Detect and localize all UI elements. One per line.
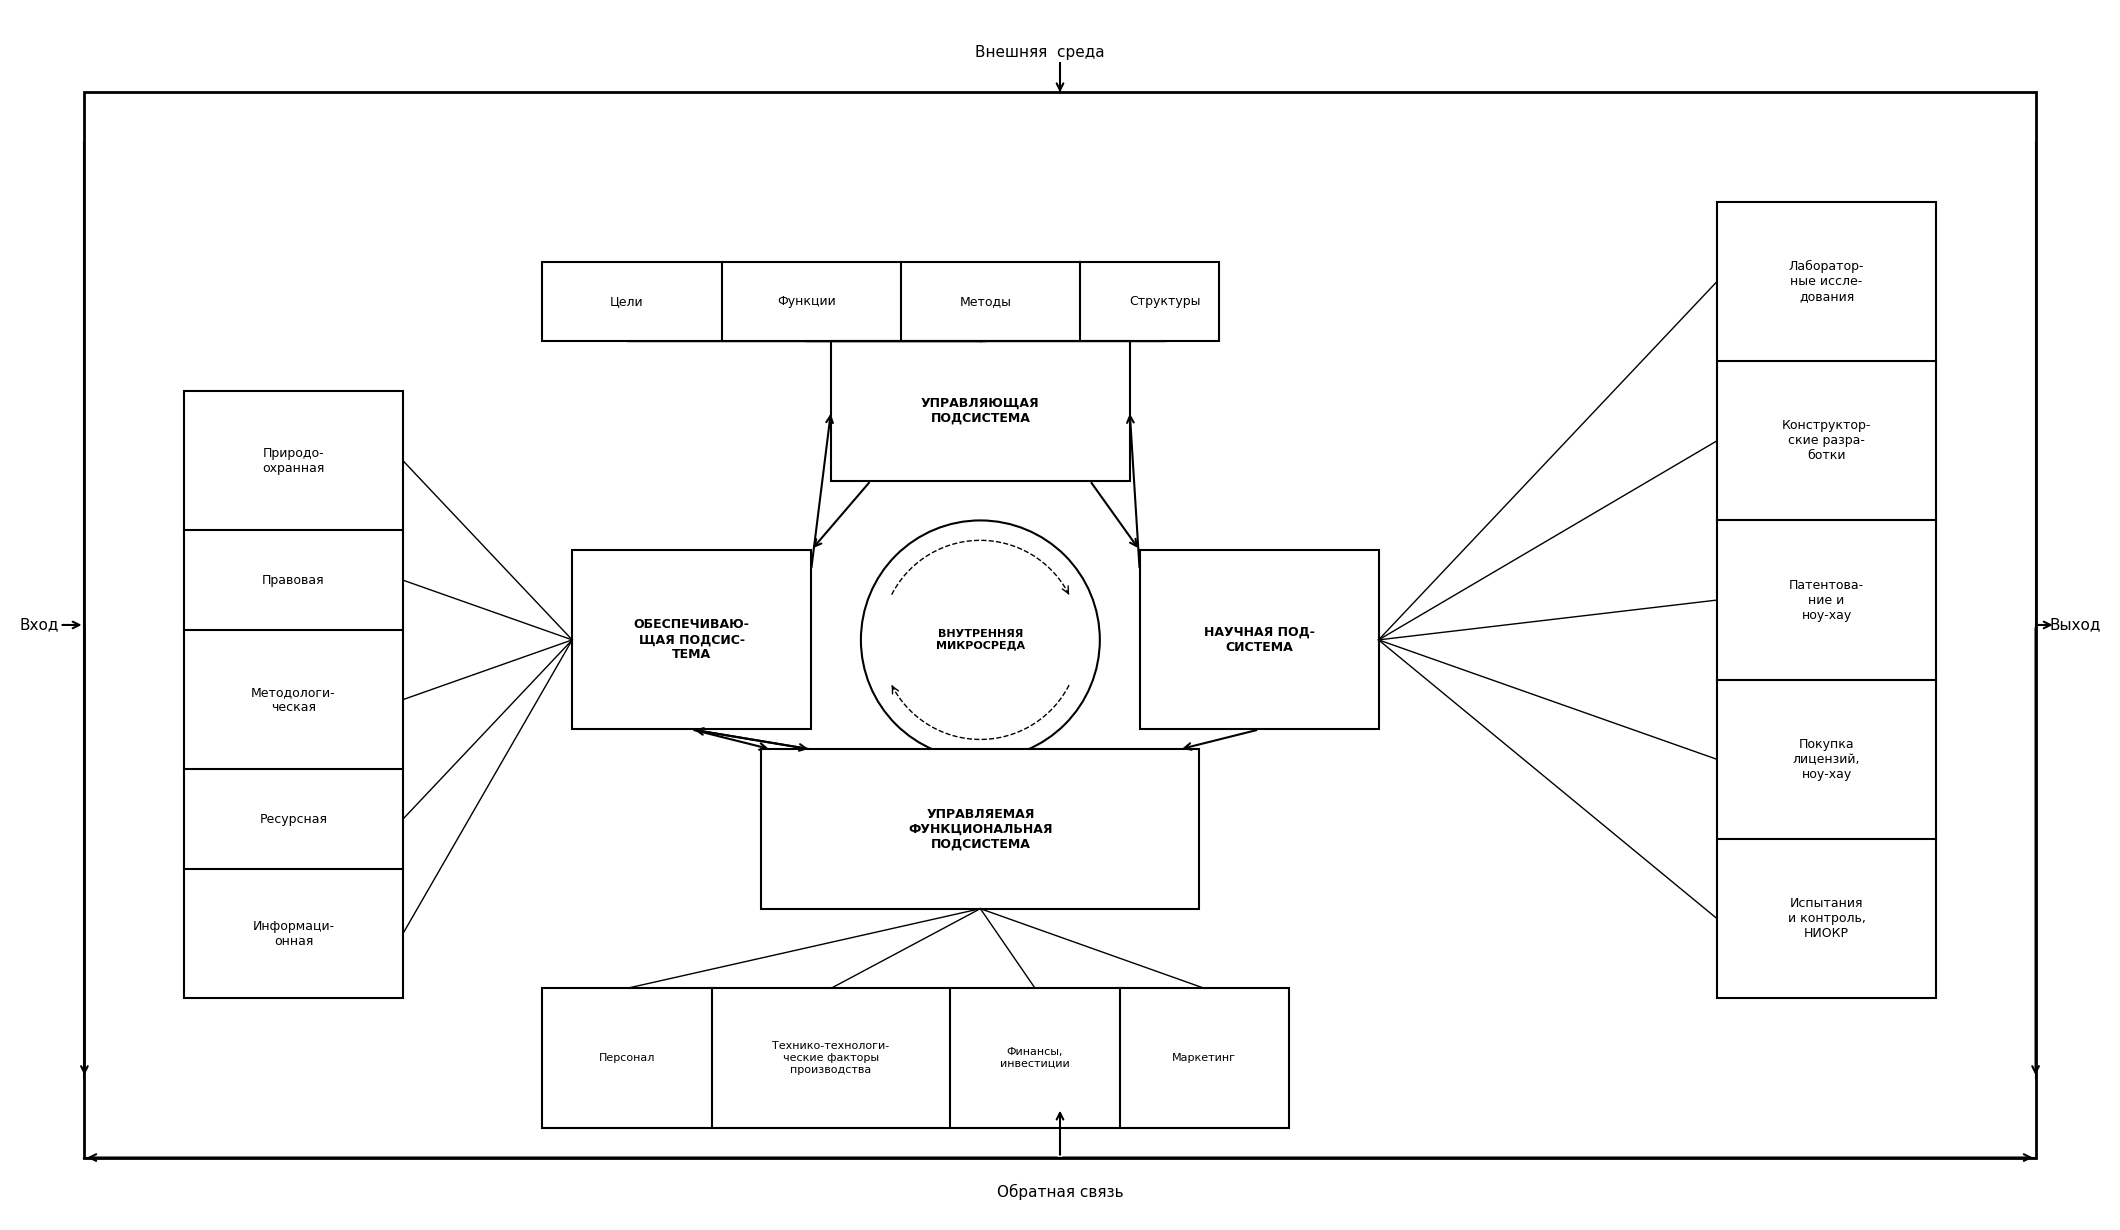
- Bar: [1717, 202, 1936, 999]
- Text: Цели: Цели: [611, 295, 644, 308]
- Text: Правовая: Правовая: [263, 573, 324, 587]
- Bar: [184, 391, 403, 999]
- Bar: [543, 989, 1289, 1128]
- Bar: [572, 550, 812, 729]
- Text: Персонал: Персонал: [598, 1053, 655, 1063]
- Bar: [761, 749, 1200, 909]
- Text: УПРАВЛЯЕМАЯ
ФУНКЦИОНАЛЬНАЯ
ПОДСИСТЕМА: УПРАВЛЯЕМАЯ ФУНКЦИОНАЛЬНАЯ ПОДСИСТЕМА: [907, 808, 1054, 850]
- Text: Выход: Выход: [2050, 617, 2101, 632]
- Text: ОБЕСПЕЧИВАЮ-
ЩАЯ ПОДСИС-
ТЕМА: ОБЕСПЕЧИВАЮ- ЩАЯ ПОДСИС- ТЕМА: [634, 619, 750, 662]
- Text: Природо-
охранная: Природо- охранная: [263, 446, 324, 475]
- Text: Методологи-
ческая: Методологи- ческая: [250, 685, 335, 713]
- Text: Патентова-
ние и
ноу-хау: Патентова- ние и ноу-хау: [1789, 578, 1863, 621]
- Text: Информаци-
онная: Информаци- онная: [252, 920, 335, 947]
- Text: Лаборатор-
ные иссле-
дования: Лаборатор- ные иссле- дования: [1789, 260, 1863, 303]
- Text: Покупка
лицензий,
ноу-хау: Покупка лицензий, ноу-хау: [1794, 738, 1859, 781]
- Bar: [85, 92, 2035, 1157]
- Bar: [543, 262, 1219, 341]
- Ellipse shape: [861, 520, 1100, 759]
- Bar: [831, 341, 1130, 481]
- Bar: [1141, 550, 1378, 729]
- Text: Маркетинг: Маркетинг: [1172, 1053, 1236, 1063]
- Text: Вход: Вход: [19, 617, 59, 632]
- Text: Испытания
и контроль,
НИОКР: Испытания и контроль, НИОКР: [1787, 897, 1866, 940]
- Text: УПРАВЛЯЮЩАЯ
ПОДСИСТЕМА: УПРАВЛЯЮЩАЯ ПОДСИСТЕМА: [920, 397, 1039, 424]
- Text: Технико-технологи-
ческие факторы
производства: Технико-технологи- ческие факторы произв…: [772, 1042, 890, 1075]
- Text: Внешняя  среда: Внешняя среда: [975, 46, 1105, 60]
- Text: Структуры: Структуры: [1128, 295, 1200, 308]
- Text: Методы: Методы: [960, 295, 1011, 308]
- Text: Ресурсная: Ресурсная: [259, 813, 326, 825]
- Text: Конструктор-
ские разра-
ботки: Конструктор- ские разра- ботки: [1781, 419, 1872, 462]
- Text: Функции: Функции: [776, 295, 835, 308]
- Text: Финансы,
инвестиции: Финансы, инвестиции: [1001, 1047, 1071, 1069]
- Text: ВНУТРЕННЯЯ
МИКРОСРЕДА: ВНУТРЕННЯЯ МИКРОСРЕДА: [935, 629, 1024, 651]
- Text: НАУЧНАЯ ПОД-
СИСТЕМА: НАУЧНАЯ ПОД- СИСТЕМА: [1204, 626, 1314, 654]
- Text: Обратная связь: Обратная связь: [996, 1184, 1124, 1200]
